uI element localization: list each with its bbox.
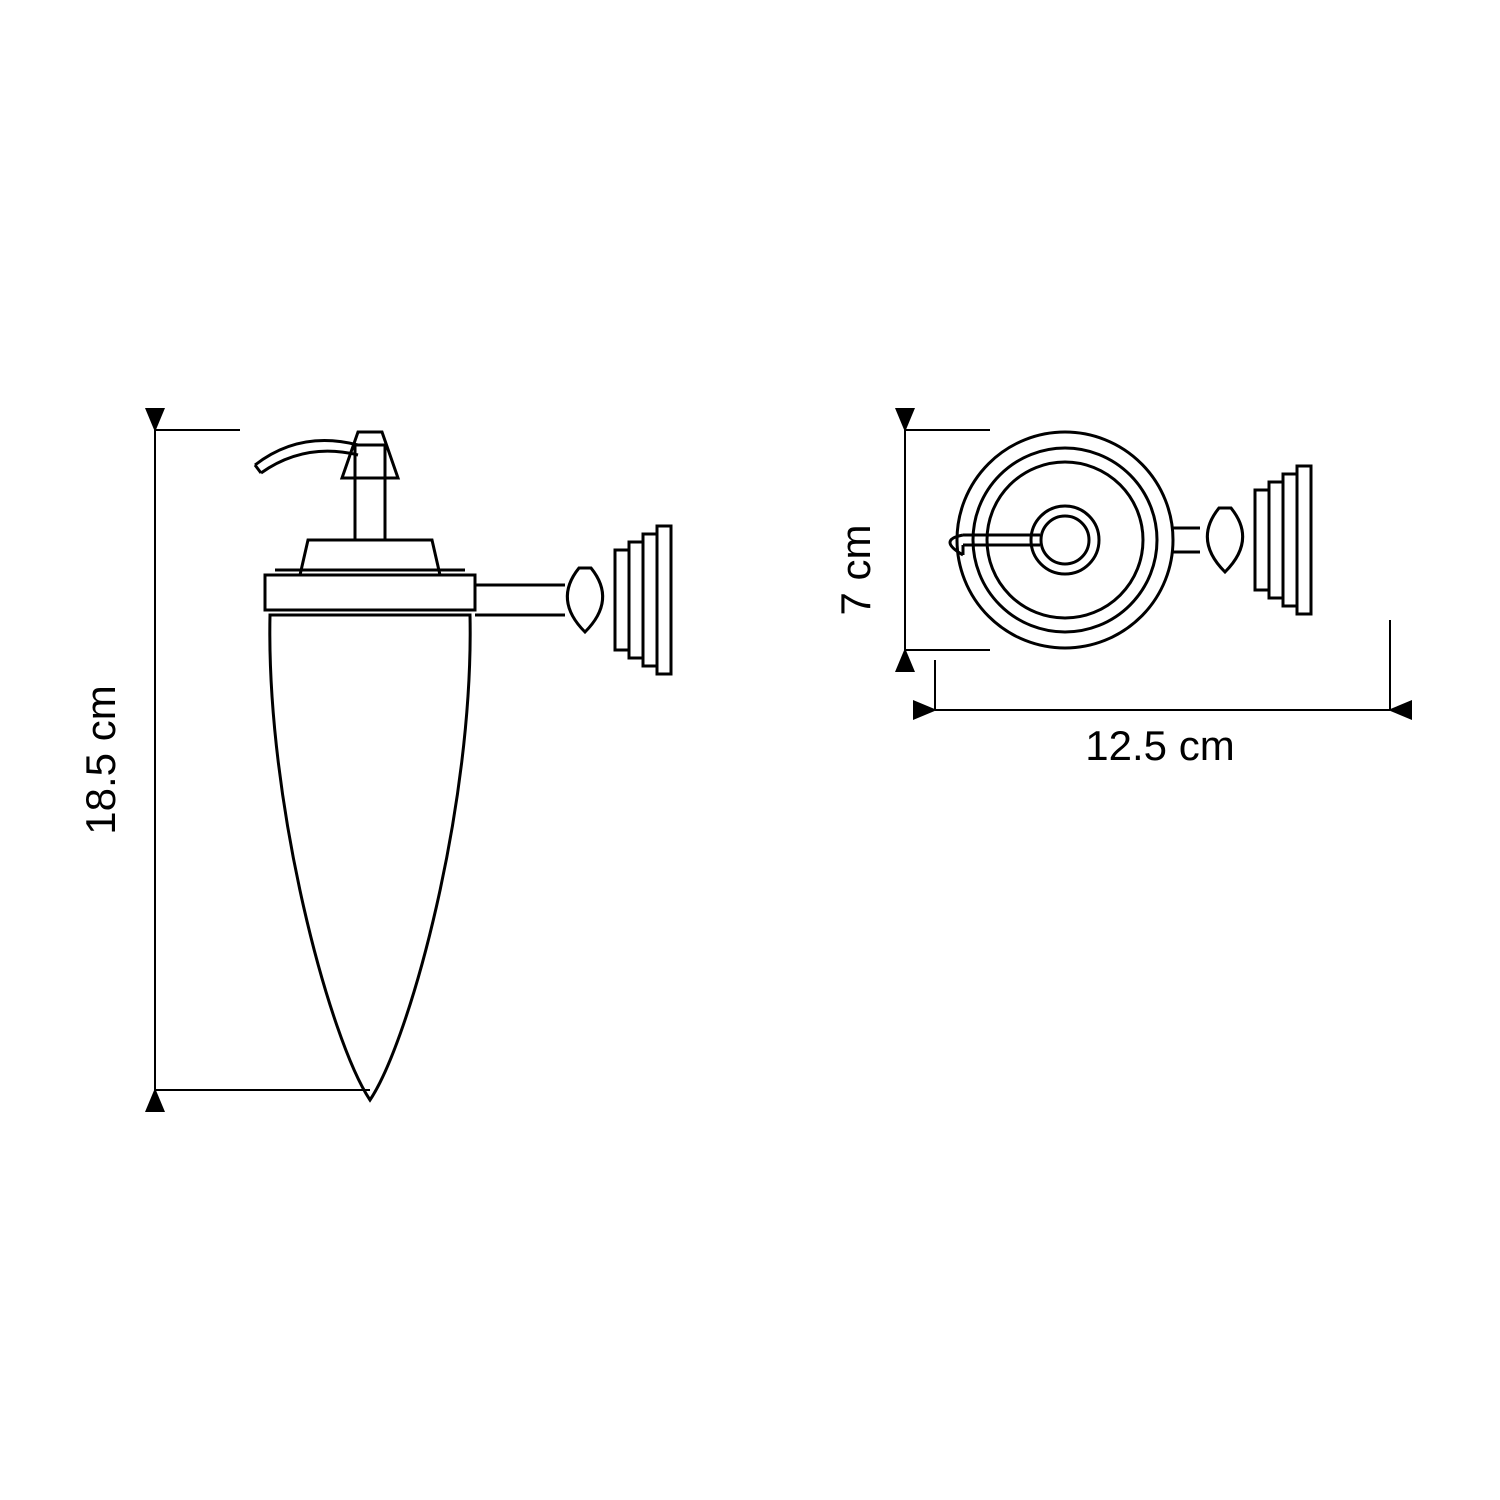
top-view: [950, 432, 1311, 648]
technical-drawing: 18.5 cm 7 cm 12.5 cm: [0, 0, 1500, 1500]
dim-depth-label: 12.5 cm: [1085, 722, 1234, 769]
side-view: [255, 432, 671, 1100]
dim-height-label: 18.5 cm: [77, 685, 124, 834]
dim-top-width-label: 7 cm: [832, 524, 879, 615]
